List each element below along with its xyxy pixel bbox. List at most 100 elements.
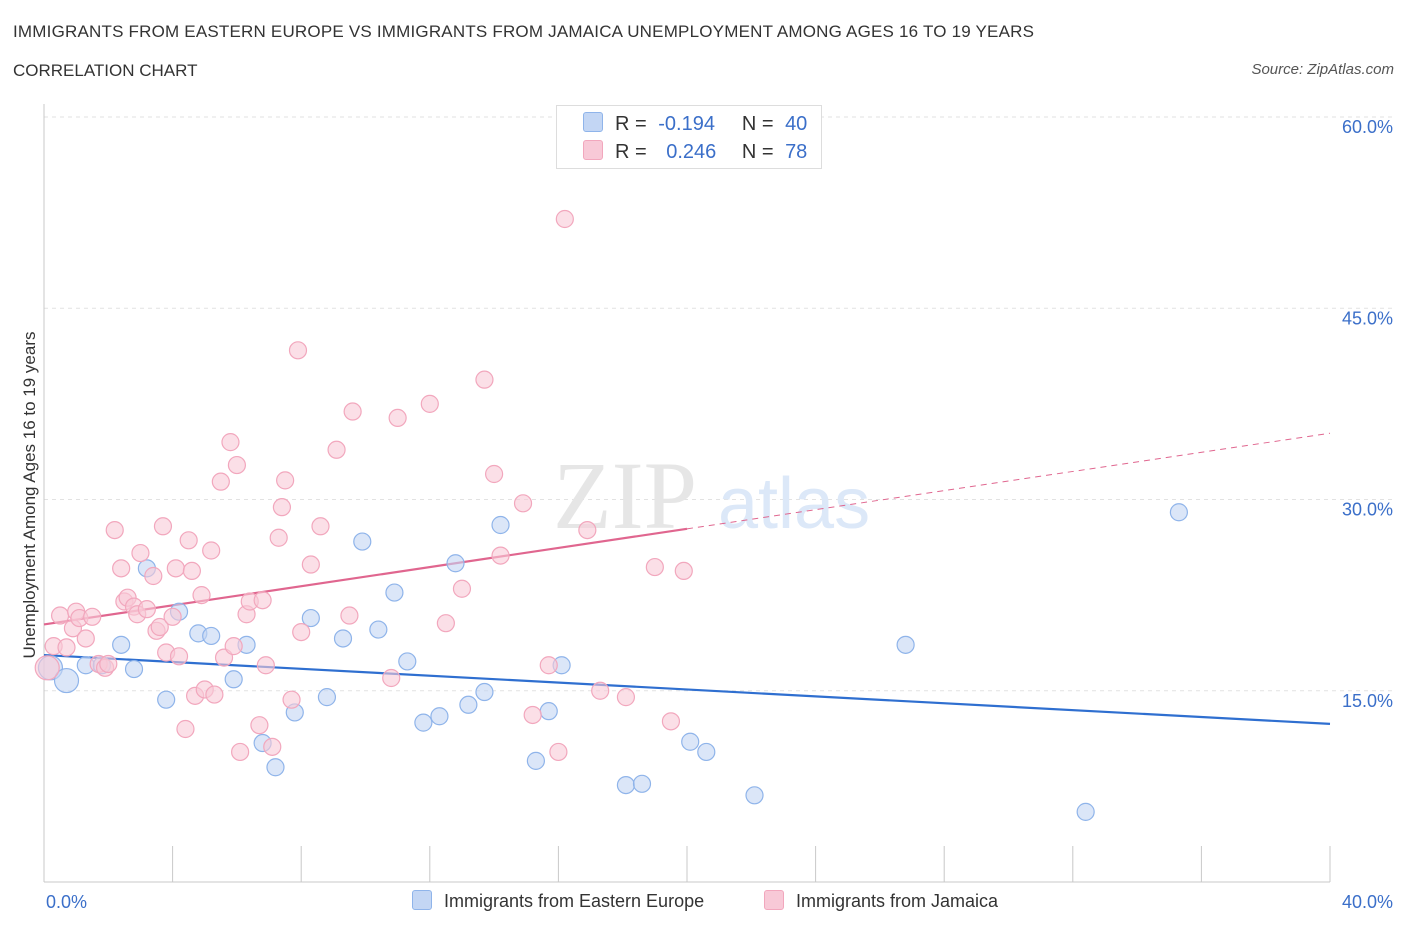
legend-n-value: 78 (785, 141, 808, 163)
data-point-jamaica (105, 520, 124, 540)
data-point-jamaica (34, 655, 60, 681)
data-point-eastern-europe (353, 532, 372, 551)
data-point-eastern-europe (526, 751, 545, 770)
data-point-jamaica (253, 591, 272, 610)
data-point-jamaica (301, 555, 320, 574)
data-point-jamaica (591, 681, 610, 700)
data-point-jamaica (153, 517, 173, 536)
data-point-eastern-europe (1169, 503, 1188, 522)
legend-n-label: N = (741, 141, 774, 163)
bottom-legend-eastern-europe: Immigrants from Eastern Europe (412, 890, 704, 912)
data-point-eastern-europe (430, 707, 449, 726)
data-point-jamaica (76, 629, 95, 648)
data-point-eastern-europe (369, 620, 388, 639)
x-tick-label: 0.0% (46, 892, 87, 912)
data-point-eastern-europe (124, 659, 144, 679)
data-point-jamaica (224, 637, 243, 656)
data-point-jamaica (645, 557, 664, 577)
data-point-eastern-europe (446, 554, 465, 573)
legend-n-label: N = (741, 113, 774, 135)
data-point-jamaica (388, 408, 407, 427)
data-point-jamaica (343, 402, 362, 421)
watermark-zip: ZIP (553, 442, 697, 549)
data-points (34, 209, 1188, 821)
bottom-legend-swatch-pink (764, 890, 784, 910)
data-point-eastern-europe (398, 652, 417, 671)
data-point-jamaica (192, 586, 211, 605)
data-point-jamaica (144, 566, 163, 586)
data-point-eastern-europe (112, 635, 131, 654)
legend-r-value: -0.194 (658, 113, 715, 135)
data-point-jamaica (221, 433, 240, 452)
data-point-eastern-europe (632, 774, 652, 793)
data-point-jamaica (674, 561, 693, 581)
chart-title: IMMIGRANTS FROM EASTERN EUROPE VS IMMIGR… (13, 22, 1035, 41)
y-axis-label: Unemployment Among Ages 16 to 19 years (20, 331, 39, 659)
data-point-jamaica (549, 742, 568, 762)
legend-row-eastern-europe: R = -0.194 N = 40 (583, 112, 807, 136)
legend-r-label: R = (615, 141, 647, 163)
data-point-jamaica (420, 394, 439, 413)
watermark: ZIP atlas (553, 442, 870, 549)
trendline-eastern-europe (43, 653, 1331, 725)
data-point-eastern-europe (681, 732, 700, 751)
data-point-eastern-europe (539, 702, 558, 721)
data-point-jamaica (327, 440, 346, 459)
data-point-jamaica (57, 638, 76, 657)
data-point-jamaica (179, 531, 198, 550)
data-point-eastern-europe (414, 713, 433, 732)
data-point-eastern-europe (616, 775, 636, 795)
data-point-jamaica (263, 737, 282, 756)
y-tick-label: 45.0% (1342, 308, 1393, 328)
data-point-jamaica (340, 606, 359, 625)
data-point-jamaica (485, 464, 504, 484)
bottom-legend-label: Immigrants from Jamaica (796, 891, 999, 911)
legend-r-label: R = (615, 113, 647, 135)
data-point-jamaica (555, 209, 574, 229)
data-point-eastern-europe (301, 608, 320, 628)
y-tick-label: 30.0% (1342, 500, 1393, 520)
data-point-eastern-europe (224, 670, 243, 689)
data-point-eastern-europe (317, 688, 337, 707)
data-point-eastern-europe (385, 583, 404, 602)
data-point-eastern-europe (459, 695, 478, 714)
data-point-eastern-europe (266, 758, 285, 777)
y-tick-label: 15.0% (1342, 691, 1393, 711)
data-point-jamaica (150, 617, 169, 637)
data-point-jamaica (227, 455, 246, 475)
data-point-eastern-europe (896, 635, 915, 654)
data-point-jamaica (166, 559, 185, 578)
y-tick-label: 60.0% (1342, 117, 1393, 137)
data-point-eastern-europe (157, 690, 176, 709)
data-point-jamaica (539, 656, 558, 675)
bottom-legend-jamaica: Immigrants from Jamaica (764, 890, 998, 912)
data-point-jamaica (578, 520, 597, 540)
legend-r-value: 0.246 (666, 141, 717, 163)
data-point-jamaica (137, 600, 156, 619)
bottom-legend-swatch-blue (412, 890, 432, 910)
stats-legend: R = -0.194 N = 40 R = 0.246 N = 78 (556, 105, 822, 169)
data-point-jamaica (50, 606, 70, 625)
legend-row-jamaica: R = 0.246 N = 78 (583, 140, 807, 164)
data-point-jamaica (169, 647, 189, 666)
data-point-jamaica (452, 579, 472, 598)
data-point-jamaica (131, 543, 150, 563)
data-point-jamaica (436, 614, 455, 633)
data-point-jamaica (475, 370, 494, 389)
data-point-eastern-europe (697, 742, 716, 762)
data-point-jamaica (382, 668, 401, 688)
data-point-jamaica (272, 498, 292, 517)
data-point-eastern-europe (491, 515, 510, 535)
data-point-jamaica (311, 517, 330, 536)
data-point-jamaica (292, 622, 311, 642)
data-point-jamaica (616, 688, 636, 707)
legend-n-value: 40 (785, 113, 808, 135)
data-point-jamaica (176, 719, 195, 739)
x-tick-label: 40.0% (1342, 892, 1393, 912)
data-point-jamaica (288, 341, 308, 360)
bottom-legend-label: Immigrants from Eastern Europe (444, 891, 705, 911)
data-point-jamaica (205, 685, 224, 704)
data-point-jamaica (99, 654, 118, 674)
data-point-jamaica (276, 471, 295, 490)
